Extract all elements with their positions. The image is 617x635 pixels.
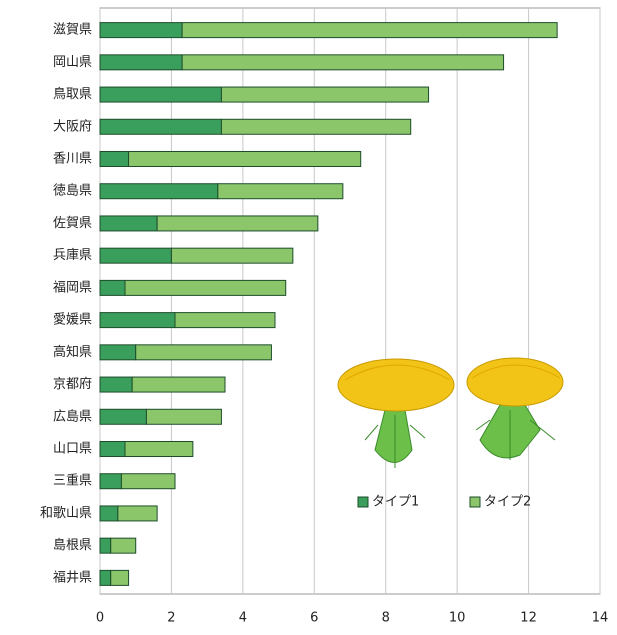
y-tick-label: 福岡県: [53, 280, 92, 295]
x-tick-label: 4: [239, 611, 247, 626]
y-tick-label: 京都府: [53, 377, 92, 392]
bar-segment: [156, 215, 319, 232]
bar-segment: [170, 247, 294, 264]
y-tick-label: 大阪府: [53, 119, 92, 134]
x-tick-label: 0: [96, 611, 104, 626]
bar-segment: [110, 569, 130, 586]
bar-segment: [220, 86, 430, 103]
bar-segment: [99, 86, 222, 103]
bar-segment: [131, 376, 226, 393]
bar-segment: [124, 441, 194, 457]
bar-segment: [128, 151, 362, 167]
y-tick-label: 福井県: [53, 570, 92, 585]
y-tick-label: 佐賀県: [53, 216, 92, 231]
bar-segment: [117, 505, 158, 522]
y-tick-label: 岡山県: [53, 55, 92, 70]
bar-segment: [99, 505, 119, 522]
y-tick-label: 三重県: [53, 473, 92, 489]
x-tick-label: 14: [592, 611, 609, 626]
dandelion-illustration: [337, 357, 564, 468]
bar-segment: [181, 54, 505, 71]
bar-segment: [99, 537, 112, 554]
y-tick-label: 兵庫県: [53, 248, 92, 263]
bar-segment: [174, 312, 276, 329]
y-tick-label: 島根県: [53, 538, 92, 553]
bar-segment: [99, 247, 172, 264]
bar-segment: [99, 441, 126, 457]
y-tick-label: 香川県: [53, 152, 92, 167]
bar-segment: [99, 473, 122, 490]
y-tick-label: 高知県: [53, 344, 92, 360]
bar-segment: [124, 279, 287, 296]
bar-segment: [99, 279, 126, 296]
y-tick-label: 広島県: [53, 409, 92, 424]
bar-segment: [99, 215, 158, 232]
bar-segment: [99, 183, 219, 200]
bar-segment: [181, 22, 558, 39]
bar-segment: [99, 408, 147, 425]
legend-swatch: [357, 496, 369, 508]
x-tick-label: 10: [449, 611, 466, 626]
bar-segment: [99, 344, 137, 361]
x-tick-label: 2: [167, 611, 175, 626]
bar-segment: [217, 183, 344, 200]
bar-segment: [99, 151, 130, 167]
y-tick-label: 滋賀県: [53, 23, 92, 38]
y-tick-label: 愛媛県: [53, 313, 92, 328]
bar-segment: [120, 473, 176, 490]
legend-label: タイプ1: [372, 495, 419, 510]
plot-area: [99, 7, 601, 595]
bar-segment: [135, 344, 272, 361]
bar-segment: [99, 312, 176, 329]
x-tick-label: 6: [310, 611, 318, 626]
y-tick-label: 徳島県: [53, 184, 92, 199]
bar-segment: [99, 569, 112, 586]
x-tick-label: 8: [382, 611, 390, 626]
bar-segment: [220, 118, 412, 135]
bar-segment: [99, 22, 183, 39]
x-tick-label: 12: [520, 611, 537, 626]
bar-segment: [145, 408, 222, 425]
legend-label: タイプ2: [484, 495, 531, 510]
y-tick-label: 鳥取県: [53, 87, 92, 102]
y-tick-label: 和歌山県: [40, 506, 92, 521]
y-tick-label: 山口県: [53, 442, 92, 457]
legend-swatch: [469, 496, 481, 508]
bar-segment: [99, 118, 222, 135]
bar-segment: [99, 376, 133, 393]
bar-segment: [99, 54, 183, 71]
bar-segment: [110, 537, 137, 554]
